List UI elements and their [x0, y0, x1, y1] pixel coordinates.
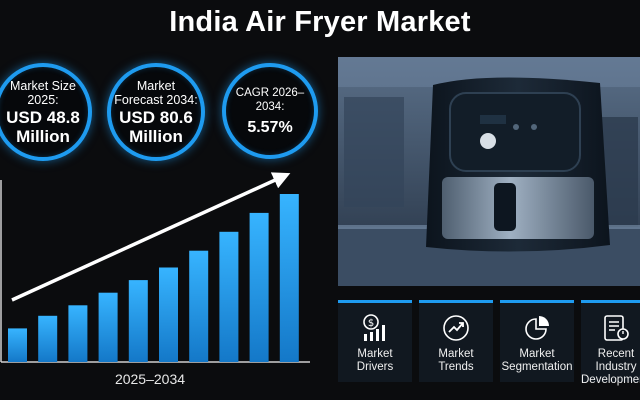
card-market-segmentation[interactable]: Market Segmentation — [500, 300, 574, 382]
bar-6 — [159, 267, 178, 362]
card-label: Market Trends — [438, 348, 474, 373]
card-label: Market Drivers — [356, 348, 394, 373]
air-fryer-illustration — [338, 57, 640, 286]
page-title: India Air Fryer Market — [169, 6, 471, 38]
card-market-trends[interactable]: Market Trends — [419, 300, 493, 382]
card-recent-industry-developments[interactable]: Recent Industry Developments — [581, 300, 640, 386]
market-size-label: Market Size 2025: — [10, 78, 76, 107]
market-size-value: USD 48.8 Million — [6, 107, 80, 146]
card-market-drivers[interactable]: $ Market Drivers — [338, 300, 412, 382]
bar-2 — [38, 315, 58, 362]
market-forecast-label: Market Forecast 2034: — [114, 78, 198, 107]
bar-1 — [8, 328, 27, 362]
bar-9 — [249, 212, 269, 362]
bar-10 — [279, 194, 299, 362]
card-label: Market Segmentation — [501, 348, 573, 373]
market-forecast-value: USD 80.6 Million — [119, 107, 193, 146]
news-report-icon — [604, 315, 629, 341]
cagr-value: 5.57% — [247, 118, 293, 136]
air-fryer-photo — [338, 57, 640, 286]
bar-7 — [189, 250, 209, 362]
market-forecast-circle: Market Forecast 2034: USD 80.6 Million — [107, 63, 205, 161]
cagr-circle: CAGR 2026–2034: 5.57% — [222, 63, 318, 159]
trend-line-icon — [443, 315, 469, 341]
bar-3 — [68, 305, 88, 362]
bar-4 — [98, 292, 118, 362]
market-size-circle: Market Size 2025: USD 48.8 Million — [0, 63, 92, 161]
svg-text:$: $ — [368, 318, 374, 329]
cagr-label: CAGR 2026–2034: — [235, 86, 305, 113]
pie-chart-icon — [525, 316, 549, 340]
bar-8 — [219, 231, 239, 362]
chart-x-axis-label: 2025–2034 — [114, 371, 186, 387]
growth-bar-chart — [0, 172, 310, 363]
dollar-chart-icon: $ — [363, 314, 385, 341]
trend-arrow — [11, 172, 291, 302]
card-label: Recent Industry Developments — [581, 348, 640, 386]
bar-5 — [128, 280, 148, 362]
